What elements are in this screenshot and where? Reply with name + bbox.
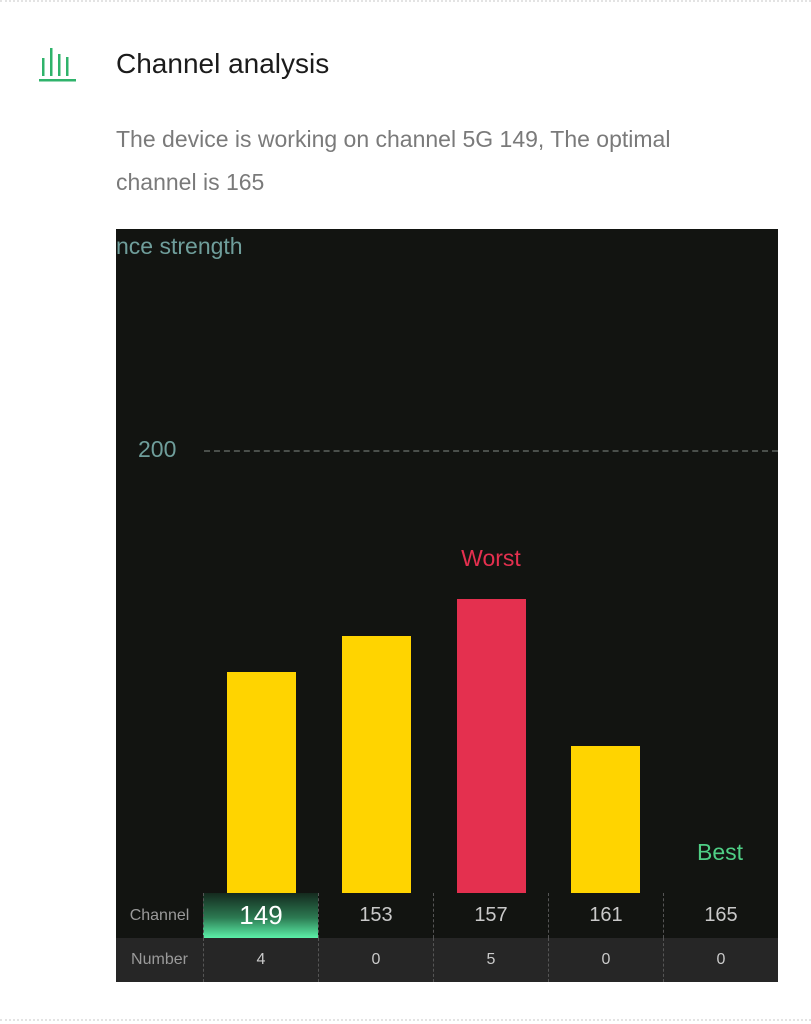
bar-channel-149 xyxy=(227,672,296,893)
top-divider xyxy=(0,0,811,2)
channel-cell-165[interactable]: 165 xyxy=(663,893,778,938)
chart-title: nce strength xyxy=(116,233,243,259)
best-label: Best xyxy=(696,839,744,865)
number-cell-157: 5 xyxy=(433,938,548,982)
channel-description: The device is working on channel 5G 149,… xyxy=(116,126,671,195)
channel-row-label: Channel xyxy=(129,906,190,924)
channel-cell-157[interactable]: 157 xyxy=(433,893,548,938)
number-cell-165: 0 xyxy=(663,938,778,982)
bar-channel-153 xyxy=(342,636,411,893)
bar-channel-157 xyxy=(457,599,526,893)
number-cell-149: 4 xyxy=(203,938,318,982)
bottom-divider xyxy=(0,1019,811,1021)
reference-value-label: 200 xyxy=(138,436,177,462)
channel-cell-161[interactable]: 161 xyxy=(548,893,663,938)
bar-channel-161 xyxy=(571,746,640,893)
channel-row: Channel 149 153 157 161 165 xyxy=(116,893,778,938)
reference-line xyxy=(204,450,778,452)
channel-chart: nce strength 200 Channel 149 153 157 161 165… xyxy=(116,229,778,982)
channel-cell-149[interactable]: 149 xyxy=(203,893,318,938)
number-cell-153: 0 xyxy=(318,938,433,982)
worst-label: Worst xyxy=(461,545,521,571)
number-cell-161: 0 xyxy=(548,938,663,982)
bar-chart-icon xyxy=(39,48,76,82)
section-title: Channel analysis xyxy=(116,48,330,79)
channel-cell-153[interactable]: 153 xyxy=(318,893,433,938)
number-row-label: Number xyxy=(131,951,188,968)
